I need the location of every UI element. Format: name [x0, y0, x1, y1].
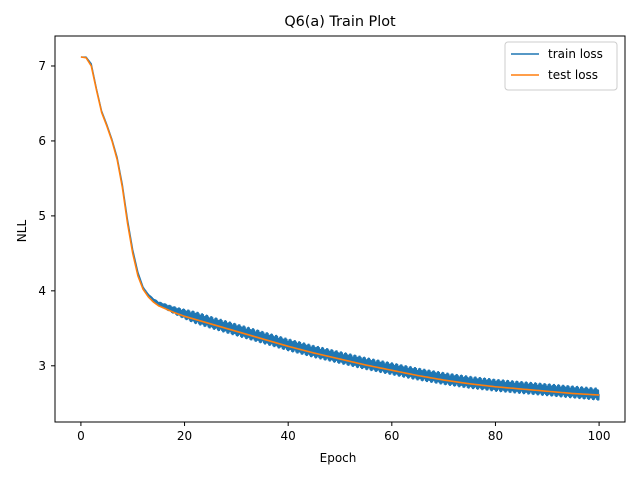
plot-frame [54, 35, 626, 423]
y-tick-label: 5 [38, 209, 46, 223]
chart-title: Q6(a) Train Plot [284, 14, 396, 30]
y-tick-label: 4 [38, 284, 46, 298]
x-axis-label: Epoch [320, 451, 357, 465]
ticks-layer: 0 20 40 60 80 100 3 4 5 6 7 [38, 59, 610, 443]
legend: train loss test loss [504, 41, 618, 91]
x-tick-label: 40 [281, 429, 296, 443]
y-axis-label: NLL [15, 220, 29, 243]
series-layer [80, 56, 600, 401]
x-tick-label: 100 [588, 429, 611, 443]
legend-label-train-loss: train loss [548, 47, 603, 61]
x-tick-label: 20 [177, 429, 192, 443]
legend-label-test-loss: test loss [548, 68, 598, 82]
x-tick-label: 60 [384, 429, 399, 443]
test-loss-line [80, 56, 600, 396]
y-tick-label: 7 [38, 59, 46, 73]
x-tick-label: 80 [488, 429, 503, 443]
x-tick-label: 0 [77, 429, 85, 443]
y-tick-label: 3 [38, 359, 46, 373]
y-tick-label: 6 [38, 134, 46, 148]
